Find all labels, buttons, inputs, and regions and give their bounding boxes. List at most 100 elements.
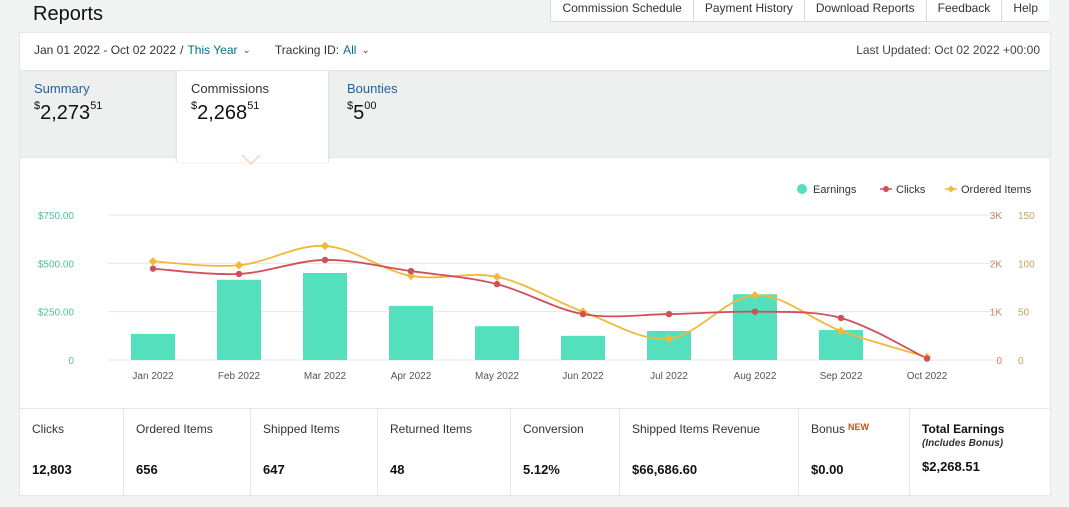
line-clicks xyxy=(152,259,928,360)
tracking-id-label: Tracking ID: xyxy=(274,43,340,57)
tab-amount: $500 xyxy=(347,100,377,124)
metric-conversion: Conversion 5.12% xyxy=(511,409,620,496)
tab-amount: $2,27351 xyxy=(34,100,103,124)
point-clicks xyxy=(407,267,415,275)
feedback-link[interactable]: Feedback xyxy=(927,0,1003,22)
tracking-id-dropdown[interactable]: All xyxy=(343,43,357,57)
x-axis-tick-label: Oct 2022 xyxy=(907,371,948,382)
bar-earnings xyxy=(131,333,175,360)
point-ordered-items xyxy=(320,241,330,251)
point-ordered-items xyxy=(492,272,502,282)
left-axis-tick-label: $250.00 xyxy=(38,308,75,319)
point-clicks xyxy=(579,310,587,318)
legend-clicks-icon xyxy=(883,186,889,192)
date-range-dropdown[interactable]: This Year xyxy=(187,43,238,57)
point-clicks xyxy=(751,308,759,315)
tab-summary[interactable]: Summary $2,27351 xyxy=(20,71,175,159)
commission-schedule-link[interactable]: Commission Schedule xyxy=(551,0,694,22)
legend-label: Clicks xyxy=(896,184,926,196)
right-axis-items-tick-label: 150 xyxy=(1018,211,1035,222)
metric-value: $0.00 xyxy=(811,462,844,477)
right-axis-items-tick-label: 0 xyxy=(1018,356,1024,367)
metric-value: $66,686.60 xyxy=(632,462,698,477)
last-updated-text: Last Updated: Oct 02 2022 +00:00 xyxy=(856,43,1040,57)
metric-value: $2,268.51 xyxy=(922,459,980,474)
point-clicks xyxy=(923,355,931,362)
point-ordered-items xyxy=(148,257,158,266)
metric-bonus: Bonus NEW $0.00 xyxy=(799,409,910,496)
new-badge: NEW xyxy=(848,422,870,432)
date-separator: / xyxy=(180,43,184,57)
tab-amount: $2,26851 xyxy=(191,100,260,124)
right-axis-clicks-tick-label: 1K xyxy=(990,308,1003,319)
help-link[interactable]: Help xyxy=(1013,1,1038,15)
bar-earnings xyxy=(475,326,519,360)
right-axis-clicks-tick-label: 3K xyxy=(990,211,1003,222)
x-axis-tick-label: Sep 2022 xyxy=(820,371,863,382)
metric-value: 5.12% xyxy=(523,462,560,477)
tab-label: Summary xyxy=(34,81,90,96)
report-tabs: Summary $2,27351 Commissions $2,26851 Bo… xyxy=(20,70,1050,162)
point-clicks xyxy=(149,265,157,272)
x-axis-tick-label: Jan 2022 xyxy=(132,371,174,382)
metric-label: Shipped Items xyxy=(263,422,340,436)
legend-label: Earnings xyxy=(813,184,857,196)
x-axis-tick-label: May 2022 xyxy=(475,371,519,382)
report-card: Jan 01 2022 - Oct 02 2022 / This Year ⌄ … xyxy=(19,32,1051,496)
payment-history-link[interactable]: Payment History xyxy=(694,0,805,22)
legend-earnings-icon xyxy=(797,184,807,194)
metric-sublabel: (Includes Bonus) xyxy=(922,438,1004,449)
point-clicks xyxy=(665,310,673,318)
line-ordered-items xyxy=(152,245,928,358)
chevron-down-icon[interactable]: ⌄ xyxy=(242,44,251,56)
point-clicks xyxy=(837,314,845,322)
metric-value: 12,803 xyxy=(32,462,72,477)
metric-label: Bonus NEW xyxy=(811,422,870,436)
right-axis-items-tick-label: 100 xyxy=(1018,259,1035,270)
chevron-down-icon[interactable]: ⌄ xyxy=(361,44,370,56)
x-axis-tick-label: Jul 2022 xyxy=(650,371,688,382)
bar-earnings xyxy=(389,305,433,360)
point-clicks xyxy=(235,270,243,278)
point-ordered-items xyxy=(836,326,846,336)
chart-legend: Earnings Clicks Ordered Items xyxy=(797,184,1032,196)
metric-total-earnings: Total Earnings (Includes Bonus) $2,268.5… xyxy=(910,409,1050,496)
point-clicks xyxy=(493,280,501,288)
metric-ordered-items: Ordered Items 656 xyxy=(124,409,251,496)
metric-label: Conversion xyxy=(523,422,584,436)
page-title: Reports xyxy=(33,3,104,25)
download-reports-link[interactable]: Download Reports xyxy=(805,0,927,22)
filter-bar: Jan 01 2022 - Oct 02 2022 / This Year ⌄ … xyxy=(34,43,370,57)
metrics-row: Clicks 12,803 Ordered Items 656 Shipped … xyxy=(20,408,1050,496)
metric-label: Clicks xyxy=(32,422,64,436)
metric-label: Shipped Items Revenue xyxy=(632,422,761,436)
x-axis-tick-label: Jun 2022 xyxy=(562,371,604,382)
right-axis-items-tick-label: 50 xyxy=(1018,308,1030,319)
point-ordered-items xyxy=(234,261,244,270)
metric-label: Returned Items xyxy=(390,422,473,436)
bar-earnings xyxy=(561,335,605,360)
bar-earnings xyxy=(217,279,261,360)
x-axis-tick-label: Aug 2022 xyxy=(734,371,777,382)
tracking-id-filter[interactable]: Tracking ID: All ⌄ xyxy=(275,43,370,57)
tab-commissions[interactable]: Commissions $2,26851 xyxy=(176,70,329,162)
earnings-chart: $750.00 3K 150 $500.00 2K 100 $250.00 1K 50 0 0 0 Ja… xyxy=(38,184,1035,382)
bar-earnings xyxy=(303,273,347,360)
date-range-text: Jan 01 2022 - Oct 02 2022 xyxy=(34,43,177,57)
bar-earnings xyxy=(733,294,777,360)
left-axis-tick-label: 0 xyxy=(68,356,74,367)
tab-label: Bounties xyxy=(347,81,398,96)
top-navigation: Commission Schedule Payment History Down… xyxy=(550,0,1049,22)
tab-label: Commissions xyxy=(191,81,270,96)
point-ordered-items xyxy=(406,271,416,281)
point-ordered-items xyxy=(664,334,674,343)
selected-tab-pointer xyxy=(242,155,260,165)
legend-ordered-items-icon xyxy=(947,185,955,193)
metric-label: Ordered Items xyxy=(136,422,213,436)
tab-bounties[interactable]: Bounties $500 xyxy=(333,71,483,159)
metric-shipped-revenue: Shipped Items Revenue $66,686.60 xyxy=(620,409,799,496)
metric-value: 656 xyxy=(136,462,158,477)
metric-value: 48 xyxy=(390,462,405,477)
point-clicks xyxy=(321,256,329,264)
right-axis-clicks-tick-label: 2K xyxy=(990,259,1003,270)
